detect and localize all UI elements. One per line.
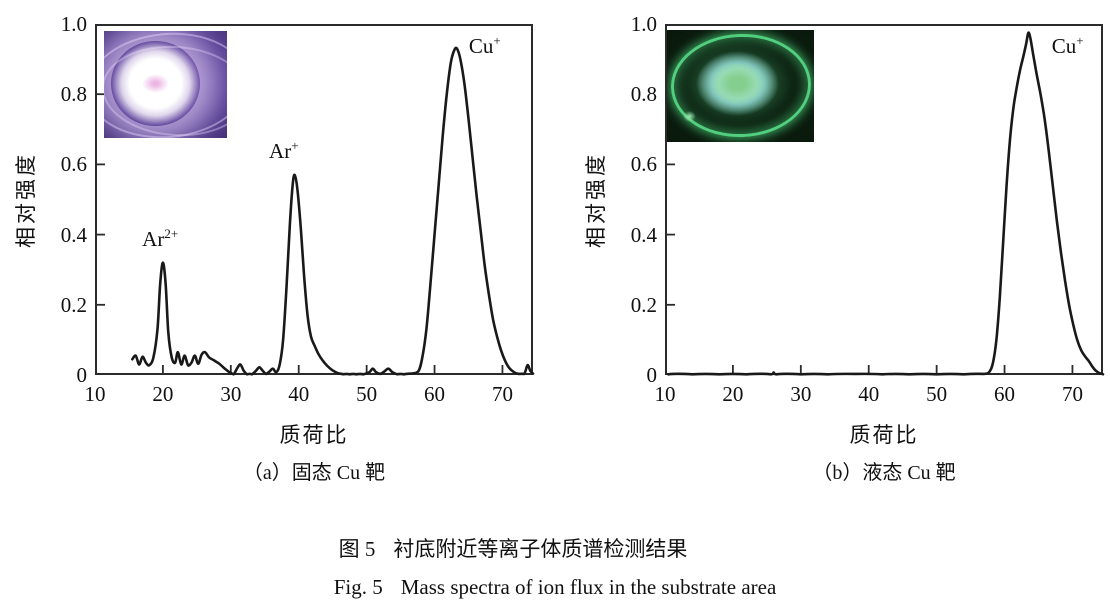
figure-number-cn: 图 5 — [338, 537, 376, 561]
subcaption-b: （b）液态 Cu 靶 — [812, 462, 956, 484]
x-tick-label: 10 — [654, 382, 676, 406]
peak-label-arplus: Ar+ — [269, 138, 299, 164]
chart-liquid-cu-target: 相对强度 质荷比 （b）液态 Cu 靶 10 20 30 40 50 60 70 0 0.2 0.… — [555, 0, 1110, 500]
y-tick-label: 1.0 — [60, 12, 87, 36]
y-tick-label: 0.2 — [60, 292, 87, 317]
y-tick-label: 0.8 — [630, 82, 657, 107]
x-tick-label: 40 — [858, 382, 880, 406]
peak-label-ar2plus: Ar2+ — [142, 226, 179, 252]
peak-label-cuplus: Cu+ — [468, 33, 501, 59]
plasma-pink-core — [142, 73, 170, 94]
peak-label-cuplus: Cu+ — [1051, 33, 1084, 59]
x-tick-label: 10 — [84, 382, 106, 406]
subcaption-a: （a）固态 Cu 靶 — [242, 462, 386, 484]
y-tick-label: 0.4 — [60, 222, 87, 247]
x-tick-label: 20 — [152, 382, 174, 406]
figure-title-en: Mass spectra of ion flux in the substrat… — [400, 575, 777, 599]
x-tick-label: 30 — [790, 382, 812, 406]
y-tick-label: 0 — [76, 363, 88, 387]
plot-area-liquid-cu — [665, 24, 1105, 376]
figure-title-cn: 衬底附近等离子体质谱检测结果 — [393, 537, 688, 561]
figure-number-en: Fig. 5 — [333, 575, 383, 599]
plasma-photo-liquid-target — [667, 30, 814, 142]
y-tick-label: 0.4 — [630, 222, 657, 247]
y-axis-label: 相对强度 — [584, 151, 608, 248]
x-tick-label: 30 — [220, 382, 242, 406]
spectrum-curve — [667, 31, 1105, 376]
y-tick-label: 0.6 — [60, 152, 87, 177]
spectrum-curve — [131, 46, 535, 376]
x-tick-label: 20 — [722, 382, 744, 406]
y-tick-label: 1.0 — [630, 12, 657, 36]
y-tick-label: 0.2 — [630, 292, 657, 317]
x-tick-label: 60 — [424, 382, 446, 406]
y-tick-label: 0.6 — [630, 152, 657, 177]
plasma-photo-solid-target — [104, 31, 227, 138]
y-axis-label: 相对强度 — [14, 151, 38, 248]
x-tick-label: 50 — [356, 382, 378, 406]
x-axis-label: 质荷比 — [849, 423, 919, 447]
plasma-green-core — [709, 62, 766, 106]
x-tick-label: 50 — [926, 382, 948, 406]
x-tick-label: 70 — [491, 382, 513, 406]
axes-box — [95, 24, 533, 375]
x-axis-label: 质荷比 — [279, 423, 349, 447]
x-tick-label: 70 — [1061, 382, 1083, 406]
y-tick-label: 0.8 — [60, 82, 87, 107]
plot-area-solid-cu — [95, 24, 535, 376]
plasma-bright-spot — [683, 110, 697, 122]
figure-caption-chinese: 图 5 衬底附近等离子体质谱检测结果 — [339, 533, 688, 563]
figure-caption-english: Fig. 5 Mass spectra of ion flux in the su… — [334, 575, 777, 600]
y-tick-label: 0 — [646, 363, 658, 387]
chart-solid-cu-target: 相对强度 质荷比 （a）固态 Cu 靶 10 20 30 40 50 60 70 0 0.2 0.… — [0, 0, 555, 500]
x-tick-label: 40 — [288, 382, 310, 406]
x-tick-label: 60 — [994, 382, 1016, 406]
